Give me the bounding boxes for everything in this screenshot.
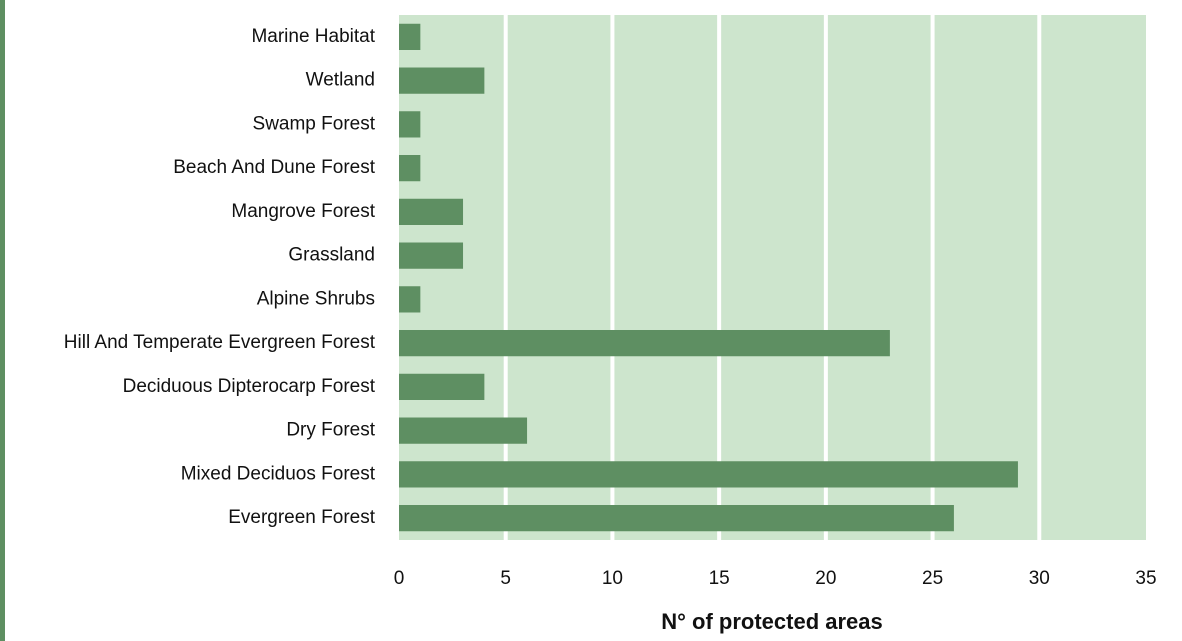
bar: [399, 23, 421, 50]
bar: [399, 111, 421, 138]
bar: [399, 286, 421, 313]
bar: [399, 505, 954, 532]
x-tick-label: 20: [815, 568, 836, 589]
y-tick-label: Beach And Dune Forest: [173, 157, 375, 178]
x-axis-title: N° of protected areas: [661, 609, 883, 634]
left-border: [0, 0, 5, 641]
bar: [399, 198, 464, 225]
y-tick-label: Dry Forest: [286, 420, 375, 441]
x-tick-label: 30: [1029, 568, 1050, 589]
x-tick-label: 15: [709, 568, 730, 589]
y-tick-label: Hill And Temperate Evergreen Forest: [64, 332, 376, 353]
x-tick-label: 25: [922, 568, 943, 589]
y-tick-label: Wetland: [306, 70, 375, 91]
y-tick-label: Deciduous Dipterocarp Forest: [123, 376, 376, 397]
y-tick-label: Swamp Forest: [253, 113, 376, 134]
bar: [399, 373, 485, 400]
y-tick-label: Grassland: [288, 245, 375, 266]
x-tick-label: 5: [500, 568, 511, 589]
x-tick-label: 0: [394, 568, 405, 589]
x-tick-label: 10: [602, 568, 623, 589]
bar: [399, 67, 485, 94]
y-tick-label: Marine Habitat: [251, 26, 375, 47]
y-tick-label: Mangrove Forest: [231, 201, 375, 222]
y-tick-label: Alpine Shrubs: [257, 288, 375, 309]
plot-area: [399, 15, 1146, 540]
y-tick-label: Evergreen Forest: [228, 507, 376, 528]
bar: [399, 461, 1018, 488]
x-tick-label: 35: [1135, 568, 1156, 589]
bar: [399, 155, 421, 182]
bar: [399, 242, 464, 269]
bar: [399, 330, 890, 357]
bar: [399, 417, 528, 444]
y-tick-label: Mixed Deciduos Forest: [181, 463, 376, 484]
